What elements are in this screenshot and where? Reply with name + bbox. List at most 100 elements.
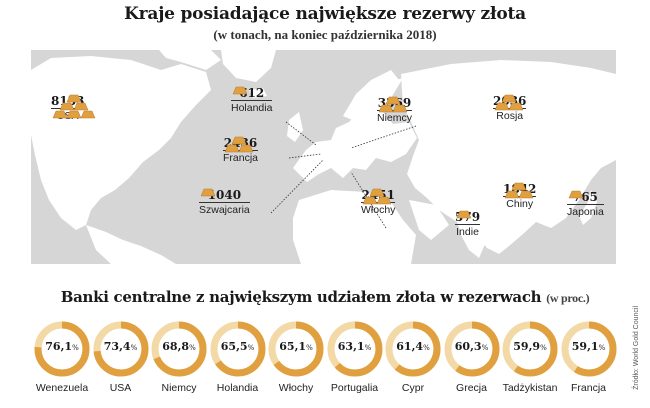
percent-sign: % [364,344,372,352]
bank-country-name: Włochy [278,382,314,394]
ring-fill [34,321,90,377]
bank-usa: 73,4% USA [92,320,150,394]
source-note: Źródło: World Gold Council [633,306,640,390]
country-francja: 2436Francja [223,136,259,165]
share-ring [502,321,558,377]
percent-sign: % [540,344,547,352]
share-number: 65,5 [220,340,248,353]
share-number: 63,1 [337,340,365,353]
bank-holandia: 65,5% Holandia [209,320,267,394]
banks-title-text: Banki centralne z największym udziałem z… [60,288,542,306]
bank-grecja: 60,3% Grecja [443,320,501,394]
ring-fill [444,321,499,377]
gold-bars-icon [494,94,524,111]
country-szwajcaria: 1040 Szwajcaria [199,188,250,217]
country-usa: 8133USA [51,94,96,123]
page-title: Kraje posiadające największe rezerwy zło… [124,4,526,24]
ring-fill [502,321,558,377]
share-value: 60,3% [443,340,501,353]
percent-sign: % [189,344,196,352]
share-ring [151,321,207,377]
ring-fill [210,321,265,377]
share-value: 61,4% [384,340,442,353]
bank-włochy: 65,1% Włochy [267,320,325,394]
banks-unit: (w proc.) [546,291,590,305]
share-ring [210,321,265,377]
bank-country-name: Holandia [216,382,259,394]
share-number: 60,3 [454,340,482,353]
share-ring [385,321,441,377]
bank-portugalia: 63,1% Portugalia [326,320,384,394]
bank-country-name: USA [109,382,132,394]
country-name: Indie [455,224,481,238]
share-number: 68,8 [162,340,190,353]
bank-niemcy: 68,8% Niemcy [150,320,208,394]
country-japonia: 765 Japonia [567,190,604,219]
country-value: 612 [239,86,265,100]
share-ring [34,321,90,377]
country-indie: 579Indie [455,210,481,239]
share-ring [268,321,324,377]
country-holandia: 612 Holandia [231,86,273,115]
ring-fill [93,321,148,377]
bank-country-name: Portugalia [330,382,379,394]
share-ring [444,321,499,377]
bank-cypr: 61,4% Cypr [384,320,442,394]
share-value: 68,8% [150,340,208,353]
gold-bars-icon [232,86,248,95]
ring-fill [561,321,616,377]
gold-bars-icon [504,182,534,199]
country-chiny: 1842Chiny [503,182,537,211]
gold-bars-icon [200,188,216,197]
share-number: 59,9 [513,340,541,353]
share-number: 65,1 [279,340,307,353]
percent-sign: % [72,344,79,352]
percent-sign: % [481,344,489,352]
country-niemcy: 3369Niemcy [377,96,413,125]
gold-bars-icon [568,190,584,199]
share-value: 65,5% [209,340,267,353]
percent-sign: % [130,344,138,352]
percent-sign: % [306,344,313,352]
bank-country-name: Grecja [456,382,487,394]
percent-sign: % [423,344,430,352]
bank-francja: 59,1% Francja [560,320,618,394]
country-rosja: 2036Rosja [493,94,527,123]
share-number: 76,1 [45,340,73,353]
bank-country-name: Cypr [401,382,425,394]
banks-title: Banki centralne z największym udziałem z… [0,288,650,306]
ring-fill [327,321,382,377]
country-name: Szwajcaria [199,202,250,216]
share-number: 59,1 [571,340,599,353]
country-włochy: 2451Włochy [361,188,396,217]
share-value: 59,9% [501,340,559,353]
share-value: 76,1% [33,340,91,353]
gold-bars-icon [362,188,392,205]
ring-fill [268,321,324,377]
country-value: 1040 [207,188,242,202]
country-name: Japonia [567,204,604,218]
share-ring [327,321,382,377]
share-ring [93,321,148,377]
gold-bars-icon [224,136,254,153]
ring-fill [151,321,207,377]
share-number: 73,4 [103,340,131,353]
gold-bars-icon [456,210,472,219]
share-value: 59,1% [560,340,618,353]
bank-country-name: Francja [570,382,606,394]
gold-bars-icon [52,94,96,119]
share-value: 65,1% [267,340,325,353]
share-value: 73,4% [92,340,150,353]
page-subtitle: (w tonach, na koniec października 2018) [213,27,437,42]
bank-country-name: Niemcy [161,382,197,394]
share-ring [561,321,616,377]
bank-wenezuela: 76,1% Wenezuela [33,320,91,394]
bank-country-name: Wenezuela [35,382,89,394]
country-name: Holandia [231,100,273,114]
map-land [31,50,616,264]
gold-bars-icon [378,96,408,113]
percent-sign: % [598,344,606,352]
bank-tadżykistan: 59,9% Tadżykistan [501,320,559,394]
share-number: 61,4 [396,340,424,353]
